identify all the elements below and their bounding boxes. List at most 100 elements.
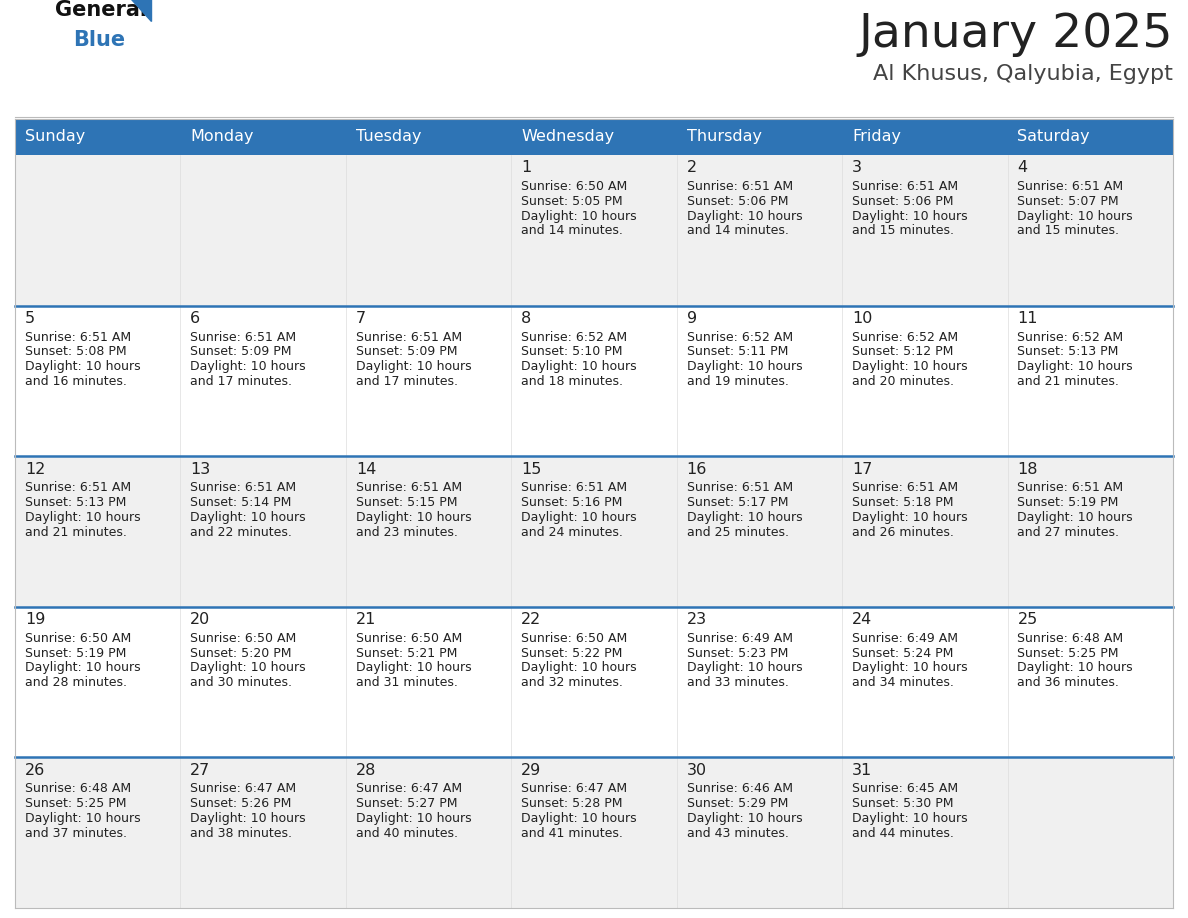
Text: Sunrise: 6:48 AM: Sunrise: 6:48 AM <box>1017 632 1124 644</box>
Text: Sunrise: 6:48 AM: Sunrise: 6:48 AM <box>25 782 131 795</box>
Text: Sunset: 5:25 PM: Sunset: 5:25 PM <box>1017 646 1119 660</box>
Text: Daylight: 10 hours: Daylight: 10 hours <box>852 510 968 524</box>
Text: 17: 17 <box>852 462 872 476</box>
Text: January 2025: January 2025 <box>859 12 1173 57</box>
Text: Daylight: 10 hours: Daylight: 10 hours <box>1017 661 1133 675</box>
Text: and 41 minutes.: and 41 minutes. <box>522 827 623 840</box>
Text: 19: 19 <box>25 612 45 627</box>
Text: and 27 minutes.: and 27 minutes. <box>1017 526 1119 539</box>
Text: Tuesday: Tuesday <box>355 129 422 144</box>
Text: 28: 28 <box>355 763 377 778</box>
Text: Sunset: 5:25 PM: Sunset: 5:25 PM <box>25 797 126 811</box>
Text: Sunset: 5:23 PM: Sunset: 5:23 PM <box>687 646 788 660</box>
Text: Daylight: 10 hours: Daylight: 10 hours <box>522 510 637 524</box>
Text: and 38 minutes.: and 38 minutes. <box>190 827 292 840</box>
Text: Daylight: 10 hours: Daylight: 10 hours <box>522 812 637 825</box>
Text: and 22 minutes.: and 22 minutes. <box>190 526 292 539</box>
Text: Sunset: 5:19 PM: Sunset: 5:19 PM <box>1017 496 1119 509</box>
Text: Sunset: 5:08 PM: Sunset: 5:08 PM <box>25 345 127 358</box>
Text: and 21 minutes.: and 21 minutes. <box>25 526 127 539</box>
Bar <box>15 155 1173 306</box>
Text: Sunset: 5:13 PM: Sunset: 5:13 PM <box>1017 345 1119 358</box>
Text: and 25 minutes.: and 25 minutes. <box>687 526 789 539</box>
Text: 30: 30 <box>687 763 707 778</box>
Text: and 24 minutes.: and 24 minutes. <box>522 526 623 539</box>
Text: 21: 21 <box>355 612 377 627</box>
Text: Sunrise: 6:51 AM: Sunrise: 6:51 AM <box>852 180 959 193</box>
Text: Daylight: 10 hours: Daylight: 10 hours <box>355 360 472 374</box>
Text: Sunset: 5:15 PM: Sunset: 5:15 PM <box>355 496 457 509</box>
Text: 11: 11 <box>1017 311 1038 326</box>
Text: Daylight: 10 hours: Daylight: 10 hours <box>687 510 802 524</box>
Text: 20: 20 <box>190 612 210 627</box>
Text: Sunset: 5:09 PM: Sunset: 5:09 PM <box>355 345 457 358</box>
Text: Sunrise: 6:51 AM: Sunrise: 6:51 AM <box>522 481 627 494</box>
Text: Sunrise: 6:50 AM: Sunrise: 6:50 AM <box>190 632 297 644</box>
Text: and 23 minutes.: and 23 minutes. <box>355 526 457 539</box>
Text: Sunset: 5:06 PM: Sunset: 5:06 PM <box>687 195 788 207</box>
Text: Sunrise: 6:51 AM: Sunrise: 6:51 AM <box>1017 180 1124 193</box>
Text: Sunset: 5:16 PM: Sunset: 5:16 PM <box>522 496 623 509</box>
Text: 15: 15 <box>522 462 542 476</box>
Text: Daylight: 10 hours: Daylight: 10 hours <box>190 812 307 825</box>
Text: Sunset: 5:18 PM: Sunset: 5:18 PM <box>852 496 954 509</box>
Text: and 14 minutes.: and 14 minutes. <box>522 224 623 238</box>
Text: 4: 4 <box>1017 161 1028 175</box>
Bar <box>677 119 842 155</box>
Text: and 28 minutes.: and 28 minutes. <box>25 677 127 689</box>
Text: Sunrise: 6:52 AM: Sunrise: 6:52 AM <box>522 330 627 343</box>
Text: Thursday: Thursday <box>687 129 762 144</box>
Text: 13: 13 <box>190 462 210 476</box>
Text: Daylight: 10 hours: Daylight: 10 hours <box>687 661 802 675</box>
Bar <box>15 607 1173 757</box>
Text: Daylight: 10 hours: Daylight: 10 hours <box>25 661 140 675</box>
Text: Sunrise: 6:51 AM: Sunrise: 6:51 AM <box>852 481 959 494</box>
Text: and 14 minutes.: and 14 minutes. <box>687 224 789 238</box>
Text: Daylight: 10 hours: Daylight: 10 hours <box>852 360 968 374</box>
Text: Daylight: 10 hours: Daylight: 10 hours <box>852 812 968 825</box>
Text: Sunset: 5:09 PM: Sunset: 5:09 PM <box>190 345 292 358</box>
Text: Daylight: 10 hours: Daylight: 10 hours <box>355 661 472 675</box>
Text: Wednesday: Wednesday <box>522 129 614 144</box>
Text: 29: 29 <box>522 763 542 778</box>
Text: 2: 2 <box>687 161 697 175</box>
Text: Sunset: 5:07 PM: Sunset: 5:07 PM <box>1017 195 1119 207</box>
Text: 24: 24 <box>852 612 872 627</box>
Text: Daylight: 10 hours: Daylight: 10 hours <box>25 360 140 374</box>
Bar <box>346 119 511 155</box>
Text: 16: 16 <box>687 462 707 476</box>
Bar <box>1007 119 1173 155</box>
Bar <box>511 119 677 155</box>
Text: and 36 minutes.: and 36 minutes. <box>1017 677 1119 689</box>
Bar <box>15 757 1173 908</box>
Text: Sunrise: 6:50 AM: Sunrise: 6:50 AM <box>522 180 627 193</box>
Text: Sunrise: 6:51 AM: Sunrise: 6:51 AM <box>25 481 131 494</box>
Text: Daylight: 10 hours: Daylight: 10 hours <box>25 510 140 524</box>
Text: Sunset: 5:22 PM: Sunset: 5:22 PM <box>522 646 623 660</box>
Text: Daylight: 10 hours: Daylight: 10 hours <box>190 661 307 675</box>
Text: Al Khusus, Qalyubia, Egypt: Al Khusus, Qalyubia, Egypt <box>873 64 1173 84</box>
Text: Sunrise: 6:51 AM: Sunrise: 6:51 AM <box>687 481 792 494</box>
Text: and 26 minutes.: and 26 minutes. <box>852 526 954 539</box>
Text: Daylight: 10 hours: Daylight: 10 hours <box>355 812 472 825</box>
Text: Sunset: 5:28 PM: Sunset: 5:28 PM <box>522 797 623 811</box>
Text: and 17 minutes.: and 17 minutes. <box>190 375 292 388</box>
Text: 9: 9 <box>687 311 697 326</box>
Bar <box>15 119 181 155</box>
Text: Daylight: 10 hours: Daylight: 10 hours <box>522 209 637 222</box>
Text: Sunrise: 6:50 AM: Sunrise: 6:50 AM <box>522 632 627 644</box>
Text: 12: 12 <box>25 462 45 476</box>
Text: Saturday: Saturday <box>1017 129 1091 144</box>
Text: and 30 minutes.: and 30 minutes. <box>190 677 292 689</box>
Text: and 19 minutes.: and 19 minutes. <box>687 375 789 388</box>
Text: Monday: Monday <box>190 129 254 144</box>
Text: 7: 7 <box>355 311 366 326</box>
Text: Sunset: 5:05 PM: Sunset: 5:05 PM <box>522 195 623 207</box>
Text: and 15 minutes.: and 15 minutes. <box>1017 224 1119 238</box>
Text: Sunday: Sunday <box>25 129 86 144</box>
Text: Sunrise: 6:52 AM: Sunrise: 6:52 AM <box>1017 330 1124 343</box>
Text: 14: 14 <box>355 462 377 476</box>
Bar <box>15 306 1173 456</box>
Text: Sunrise: 6:51 AM: Sunrise: 6:51 AM <box>687 180 792 193</box>
Text: 25: 25 <box>1017 612 1038 627</box>
